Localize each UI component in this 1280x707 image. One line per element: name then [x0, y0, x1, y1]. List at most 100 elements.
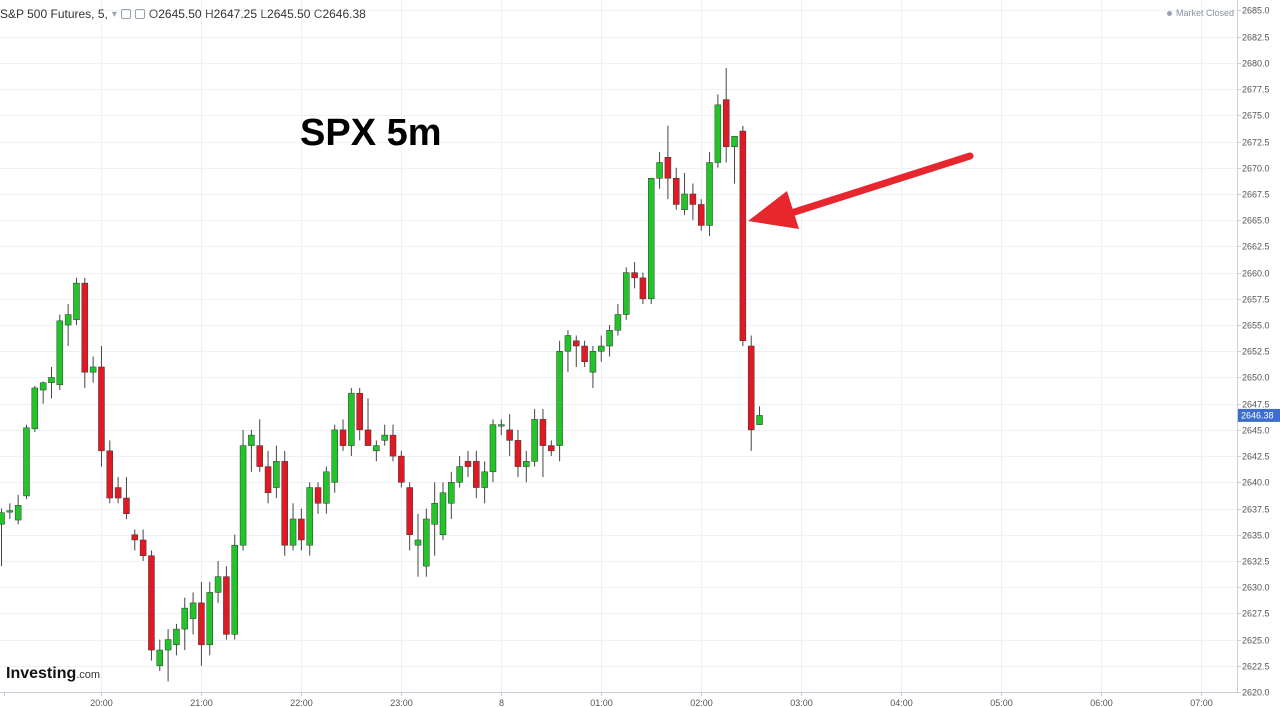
candle-up	[681, 193, 688, 210]
x-tick-label: 8	[499, 698, 504, 707]
y-tick-label: 2645.0	[1242, 426, 1270, 436]
candle-up	[31, 387, 39, 430]
candle-down	[697, 204, 705, 226]
chart-annotation-title: SPX 5m	[300, 112, 442, 154]
candle-bodies	[0, 99, 763, 667]
open-value: 2645.50	[158, 7, 202, 21]
candle-up	[181, 607, 189, 630]
last-price-marker: 2646.38	[1238, 408, 1280, 422]
y-tick-label: 2667.5	[1242, 190, 1270, 200]
candle-down	[198, 602, 205, 646]
candle-up	[273, 461, 280, 488]
x-tick-label: 21:00	[190, 698, 213, 707]
candle-down	[364, 429, 372, 446]
candle-down	[264, 466, 272, 494]
candle-up	[606, 330, 613, 347]
candle-up	[306, 487, 313, 546]
y-tick-label: 2650.0	[1242, 373, 1270, 383]
candle-down	[356, 392, 363, 431]
candle-up	[73, 282, 80, 321]
chart-grid	[0, 0, 1237, 693]
candle-up	[556, 350, 563, 446]
hide-icon[interactable]	[134, 9, 145, 19]
close-value: 2646.38	[322, 7, 366, 21]
candle-up	[448, 482, 455, 504]
candle-up	[331, 429, 338, 483]
arrow-head	[748, 191, 799, 229]
candle-down	[339, 429, 347, 446]
y-tick-label: 2627.5	[1242, 609, 1270, 619]
chart-header: S&P 500 Futures, 5, ▾ O2645.50 H2647.25 …	[0, 6, 366, 22]
candle-down	[722, 99, 730, 148]
candle-down	[298, 518, 305, 541]
candle-wicks	[1, 68, 761, 682]
candle-up	[623, 272, 630, 315]
y-tick-label: 2647.5	[1242, 400, 1270, 410]
y-tick-label: 2632.5	[1242, 557, 1270, 567]
y-tick-label: 2682.5	[1242, 33, 1270, 43]
y-tick-label: 2672.5	[1242, 138, 1270, 148]
candle-down	[539, 419, 547, 446]
price-axis[interactable]: 2620.0 2622.5 2625.0 2627.5 2630.0 2632.5 2635…	[1237, 0, 1270, 698]
candle-up	[373, 445, 380, 452]
candle-up	[156, 649, 164, 667]
y-tick-label: 2652.5	[1242, 347, 1270, 357]
x-tick-label: 03:00	[790, 698, 813, 707]
candle-up	[614, 314, 622, 331]
candle-down	[464, 461, 472, 467]
candle-up	[498, 424, 505, 427]
candle-down	[639, 277, 647, 300]
candle-down	[281, 461, 288, 546]
candle-up	[248, 434, 255, 446]
candle-down	[631, 272, 638, 279]
x-tick-label: 04:00	[890, 698, 913, 707]
candle-up	[714, 104, 722, 163]
chevron-down-icon[interactable]: ▾	[111, 8, 117, 20]
brand-logo: Investing .com	[6, 665, 100, 683]
y-tick-label: 2657.5	[1242, 295, 1270, 305]
candle-down	[114, 487, 122, 499]
y-tick-label: 2670.0	[1242, 164, 1270, 174]
candle-up	[656, 162, 663, 179]
candle-up	[381, 434, 388, 441]
x-tick-label: 20:00	[90, 698, 113, 707]
candle-up	[214, 576, 222, 593]
candle-up	[48, 377, 55, 383]
candle-up	[598, 345, 605, 352]
time-axis[interactable]: 20:00 21:00 22:00 23:00 8 01:00 02:00 03:00 04:0…	[0, 692, 1238, 707]
candle-up	[731, 136, 738, 148]
candle-up	[164, 639, 172, 651]
y-tick-label: 2662.5	[1242, 242, 1270, 252]
candle-up	[481, 471, 488, 488]
candle-up	[89, 366, 97, 373]
y-tick-label: 2677.5	[1242, 85, 1270, 95]
candle-down	[314, 487, 322, 504]
candle-down	[389, 434, 397, 457]
candle-up	[173, 628, 180, 646]
y-tick-label: 2675.0	[1242, 111, 1270, 121]
candle-down	[148, 555, 155, 651]
candle-down	[514, 440, 522, 467]
candle-up	[756, 415, 763, 425]
candle-up	[523, 461, 530, 467]
candle-down	[406, 487, 413, 535]
candle-up	[206, 592, 213, 646]
market-status-label: Market Closed	[1175, 8, 1234, 18]
status-dot-icon	[1166, 10, 1172, 16]
arrow-shaft	[778, 152, 974, 220]
candle-down	[672, 177, 680, 205]
candle-down	[223, 576, 230, 635]
candle-up	[489, 424, 497, 473]
candle-up	[589, 350, 597, 373]
x-tick-label: 02:00	[690, 698, 713, 707]
symbol-title[interactable]: S&P 500 Futures, 5,	[0, 7, 108, 21]
candle-down	[98, 366, 105, 452]
candle-up	[348, 392, 355, 446]
y-tick-label: 2665.0	[1242, 216, 1270, 226]
x-tick-label: 05:00	[990, 698, 1013, 707]
candle-up	[647, 177, 655, 300]
last-price-label: 2646.38	[1241, 410, 1274, 420]
x-tick-label: 07:00	[1190, 698, 1213, 707]
settings-icon[interactable]	[120, 9, 131, 19]
